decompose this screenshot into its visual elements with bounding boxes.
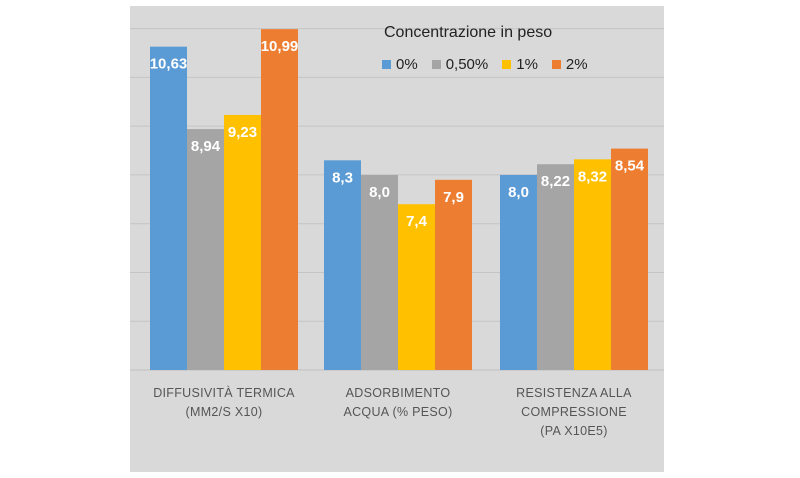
- legend-item-0: 0%: [382, 56, 418, 73]
- legend-item-1: 0,50%: [431, 56, 489, 73]
- data-label-series-1-cat-1: 8,0: [369, 184, 390, 201]
- data-label-series-3-cat-2: 8,54: [615, 158, 645, 175]
- data-label-series-0-cat-0: 10,63: [150, 56, 188, 73]
- category-label-2-line-0: RESISTENZA ALLA: [516, 386, 632, 400]
- data-label-series-3-cat-1: 7,9: [443, 189, 464, 206]
- legend-label-1: 0,50%: [445, 56, 489, 73]
- category-label-1: ADSORBIMENTO ACQUA (% PESO): [318, 384, 478, 422]
- bar-series-1-cat-0: [187, 129, 224, 370]
- data-label-series-2-cat-1: 7,4: [406, 213, 428, 230]
- legend-label-3: 2%: [565, 56, 588, 73]
- bar-series-3-cat-1: [435, 179, 472, 370]
- legend-label-2: 1%: [516, 56, 538, 73]
- bar-series-3-cat-0: [261, 29, 298, 371]
- data-label-series-0-cat-2: 8,0: [508, 184, 529, 201]
- bar-series-0-cat-0: [150, 46, 187, 370]
- legend-item-3: 2%: [551, 56, 588, 73]
- category-label-0: DIFFUSIVITÀ TERMICA (MM2/S X10): [144, 384, 304, 422]
- data-label-series-3-cat-0: 10,99: [261, 38, 299, 55]
- legend-swatch-3: [551, 60, 561, 69]
- bar-series-0-cat-1: [324, 160, 361, 370]
- data-label-series-2-cat-0: 9,23: [228, 124, 257, 141]
- category-label-1-line-1: ACQUA (% PESO): [343, 405, 453, 419]
- bar-series-1-cat-2: [537, 164, 574, 370]
- legend-title: Concentrazione in peso: [384, 24, 553, 41]
- category-label-2-line-2: (PA X10E5): [540, 424, 608, 438]
- bar-series-2-cat-0: [224, 114, 261, 371]
- data-label-series-1-cat-0: 8,94: [191, 138, 221, 155]
- data-label-series-1-cat-2: 8,22: [541, 173, 570, 190]
- category-label-0-line-0: DIFFUSIVITÀ TERMICA: [153, 386, 295, 400]
- bar-chart: 10,63 8,3 8,0 8,94 8,0 8,22 9,23 7,4 8,32 10,99 7,…: [130, 28, 664, 371]
- chart-panel: 10,63 8,3 8,0 8,94 8,0 8,22 9,23 7,4 8,32 10,99 7,…: [130, 6, 664, 472]
- legend: 0% 0,50% 1% 2%: [382, 56, 588, 73]
- legend-swatch-1: [431, 60, 441, 69]
- category-label-0-line-1: (MM2/S X10): [185, 405, 263, 419]
- legend-item-2: 1%: [502, 56, 538, 73]
- category-label-2: RESISTENZA ALLA COMPRESSIONE (PA X10E5): [494, 384, 654, 441]
- bar-series-0-cat-2: [500, 174, 537, 370]
- category-label-2-line-1: COMPRESSIONE: [521, 405, 627, 419]
- bar-series-1-cat-1: [361, 174, 398, 370]
- legend-label-0: 0%: [396, 56, 418, 73]
- data-label-series-0-cat-1: 8,3: [332, 169, 353, 186]
- bar-series-2-cat-2: [574, 159, 611, 370]
- data-label-series-2-cat-2: 8,32: [578, 168, 607, 185]
- bar-series-3-cat-2: [611, 148, 648, 370]
- legend-swatch-2: [502, 60, 512, 69]
- bar-series-2-cat-1: [398, 204, 435, 370]
- category-label-1-line-0: ADSORBIMENTO: [345, 386, 451, 400]
- legend-swatch-0: [382, 60, 391, 69]
